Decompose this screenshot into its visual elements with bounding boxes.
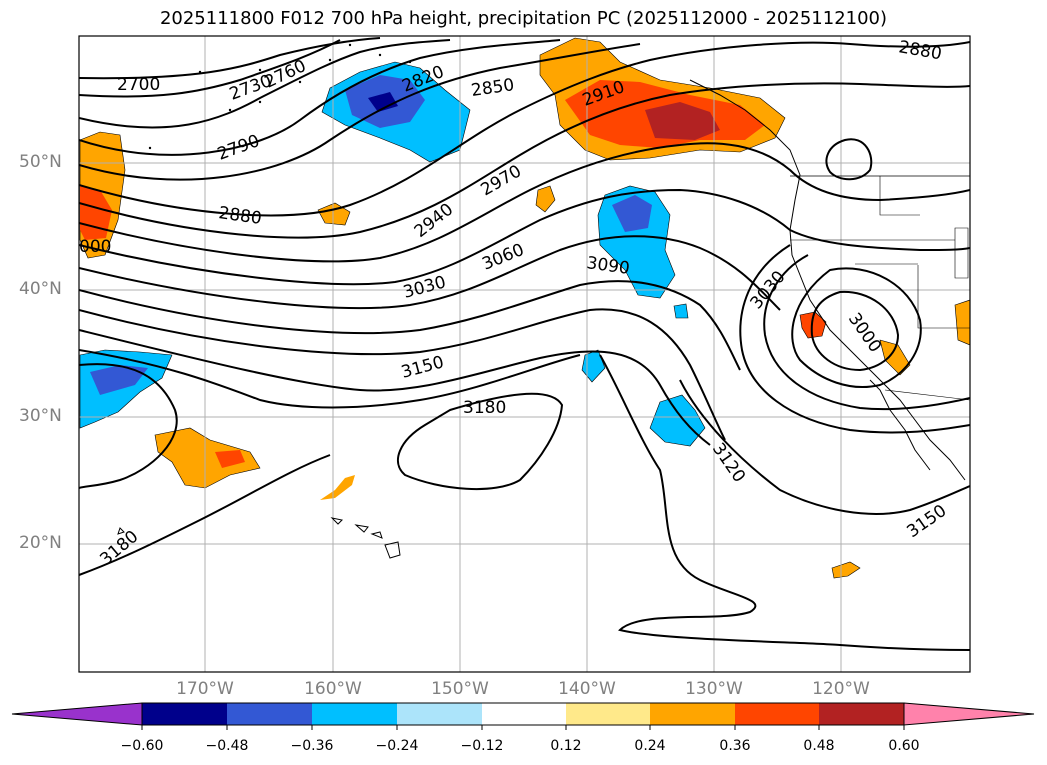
lon-label: 140°W (558, 679, 616, 699)
colorbar-cell (312, 703, 397, 725)
lat-label: 20°N (19, 533, 62, 553)
precip-area-mexico (831, 561, 861, 579)
precip-area-subtrop-neg (649, 394, 706, 447)
precip-area-small-1 (317, 202, 351, 226)
colorbar-tick-label: −0.24 (375, 738, 419, 754)
colorbar-cell (397, 703, 482, 725)
colorbar-tick-label: −0.48 (205, 738, 249, 754)
contour-label: 2700 (117, 75, 160, 95)
colorbar-tick-label: −0.12 (460, 738, 504, 754)
colorbar-cell (566, 703, 650, 725)
colorbar-cell (819, 703, 904, 725)
lat-label: 30°N (19, 406, 62, 426)
precip-area-small-neg-2 (673, 303, 689, 319)
precip-area-subtropics (154, 427, 261, 489)
colorbar-tick-label: 0.12 (550, 738, 582, 754)
precip-area-california-2 (879, 339, 911, 376)
colorbar-cell (482, 703, 566, 725)
colorbar-tick-label: −0.60 (120, 738, 164, 754)
colorbar-tick-label: 0.60 (888, 738, 920, 754)
aleutian-islands (148, 43, 412, 150)
precip-area-subtropics-core (215, 450, 245, 468)
colorbar-extend-low (11, 702, 143, 726)
colorbar-extend-high (903, 702, 1035, 726)
hawaii-islands (117, 517, 401, 559)
precip-area-offshore-neg-core (612, 195, 652, 232)
colorbar-cell (142, 703, 227, 725)
coastlines (689, 79, 970, 481)
contour-label: 3180 (463, 398, 506, 418)
precip-area-hawaii-west (320, 475, 355, 500)
colorbar-tick-label: 0.48 (803, 738, 835, 754)
colorbar-cell (227, 703, 312, 725)
map-title: 2025111800 F012 700 hPa height, precipit… (159, 8, 888, 29)
colorbar-tick-label: 0.36 (719, 738, 751, 754)
precip-area-west-neg-core (90, 365, 148, 395)
lat-label: 50°N (19, 152, 62, 172)
map-plot-area: 2700 2730 2760 2820 2850 2880 2910 2790 … (79, 36, 970, 672)
precip-area-gulf-alaska-core (645, 102, 720, 140)
colorbar (11, 702, 1035, 730)
map-frame (78, 35, 971, 673)
precip-negative-areas (79, 61, 706, 447)
precip-area-east (954, 299, 970, 346)
lon-label: 130°W (685, 679, 743, 699)
contour-label: 000 (79, 237, 111, 257)
height-contours (79, 37, 970, 651)
precip-area-aleutian-neg-core (368, 92, 398, 112)
colorbar-tick-label: −0.36 (290, 738, 334, 754)
lat-label: 40°N (19, 279, 62, 299)
lon-label: 160°W (304, 679, 362, 699)
lon-label: 170°W (176, 679, 234, 699)
colorbar-cell (735, 703, 819, 725)
lon-label: 120°W (812, 679, 870, 699)
lon-label: 150°W (431, 679, 489, 699)
colorbar-tick-label: 0.24 (634, 738, 666, 754)
colorbar-cell (650, 703, 735, 725)
precip-area-small-2 (535, 185, 556, 213)
